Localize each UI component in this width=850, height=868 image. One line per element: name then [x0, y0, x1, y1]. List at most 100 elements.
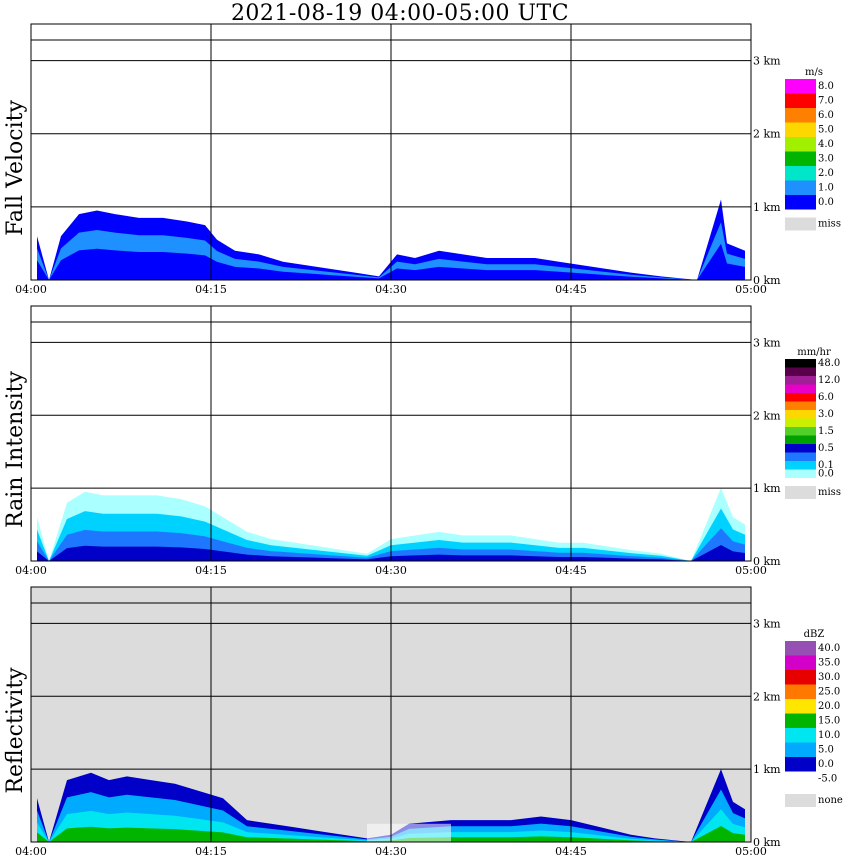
echo-cell	[355, 276, 379, 280]
color-key-label: 30.0	[818, 672, 840, 683]
echo-cell	[247, 837, 271, 842]
x-tick-label: 04:00	[15, 564, 47, 577]
color-key-unit: mm/hr	[797, 347, 831, 358]
color-key: dBZ 40.0 35.0 30.0 25.0 20.0 15.0 10.0 5.0 0.0 -5.…	[785, 629, 843, 807]
color-key-label: 4.0	[818, 139, 834, 150]
color-swatch	[785, 452, 816, 461]
panel-reflectivity: 04:00 04:15 04:30 04:45 05:000 km 1 km 2 km 3 k…	[3, 586, 843, 858]
y-axis-label: Fall Velocity	[3, 100, 28, 236]
height-tick-label: 1 km	[753, 482, 781, 495]
color-key-unit: m/s	[805, 67, 823, 78]
color-swatch	[785, 108, 816, 123]
echo-cell	[571, 837, 601, 842]
missing-swatch	[785, 217, 816, 231]
echo-cell	[511, 836, 541, 842]
color-swatch	[785, 151, 816, 166]
echo-cell	[187, 253, 205, 280]
echo-cell	[721, 825, 733, 842]
missing-label: none	[818, 795, 843, 806]
height-tick-label: 1 km	[753, 763, 781, 776]
x-tick-label: 04:15	[195, 845, 227, 858]
color-key-label: 48.0	[818, 358, 840, 369]
echo-cell	[247, 554, 271, 561]
x-tick-label: 04:15	[195, 564, 227, 577]
echo-cell	[295, 838, 319, 842]
color-key-label: 6.0	[818, 392, 834, 403]
height-tick-label: 2 km	[753, 690, 781, 703]
color-key-label: 12.0	[818, 375, 840, 386]
color-swatch	[785, 757, 816, 772]
height-tick-label: 3 km	[753, 617, 781, 630]
echo-cell	[511, 555, 535, 561]
echo-cell	[295, 556, 319, 561]
plot-frame	[30, 586, 752, 843]
x-tick-label: 04:30	[375, 845, 407, 858]
echo-cell	[127, 827, 151, 842]
color-swatch	[785, 670, 816, 685]
color-key-label: 3.0	[818, 154, 834, 165]
y-axis-label: Rain Intensity	[3, 370, 28, 527]
color-swatch	[785, 376, 816, 385]
echo-cell	[151, 828, 175, 842]
echo-cell	[511, 270, 535, 280]
echo-cell	[691, 544, 721, 561]
color-swatch	[785, 684, 816, 699]
x-tick-label: 05:00	[735, 283, 767, 296]
color-swatch	[785, 122, 816, 137]
echo-cell	[535, 270, 559, 280]
echo-cell	[631, 276, 661, 280]
color-key-label: 10.0	[818, 730, 840, 741]
echo-cell	[37, 551, 49, 561]
height-tick-label: 0 km	[753, 836, 781, 849]
echo-cell	[583, 556, 607, 561]
echo-cell	[487, 270, 511, 280]
height-tick-label: 0 km	[753, 274, 781, 287]
echo-cell	[481, 837, 511, 842]
echo-cell	[49, 260, 61, 280]
missing-label: miss	[818, 487, 841, 498]
color-key-label: 40.0	[818, 643, 840, 654]
x-tick-label: 04:30	[375, 283, 407, 296]
x-tick-label: 04:00	[15, 283, 47, 296]
color-swatch	[785, 641, 816, 656]
echo-cell	[223, 832, 247, 842]
echo-cell	[733, 551, 745, 561]
echo-cell	[727, 263, 745, 280]
color-key-label: 7.0	[818, 96, 834, 107]
echo-cell	[691, 825, 721, 842]
color-key-label: 20.0	[818, 701, 840, 712]
echo-cell	[721, 243, 727, 280]
echo-cell	[397, 268, 415, 280]
color-key-label: 3.0	[818, 409, 834, 420]
color-key-label: 8.0	[818, 81, 834, 92]
color-key-label: 5.0	[818, 745, 834, 756]
height-tick-label: 3 km	[753, 55, 781, 68]
echo-cell	[307, 273, 331, 280]
panel-fall-velocity: 04:00 04:15 04:30 04:45 05:000 km 1 km 2 km 3 k…	[3, 23, 841, 296]
weak-echo-gap	[367, 823, 451, 842]
color-key-label: -5.0	[818, 774, 837, 785]
color-swatch	[785, 771, 816, 786]
chart-title: 2021-08-19 04:00-05:00 UTC	[230, 1, 570, 26]
echo-cell	[601, 838, 631, 842]
color-swatch	[785, 427, 816, 436]
echo-cell	[319, 839, 343, 842]
echo-cell	[217, 261, 235, 280]
color-swatch	[785, 418, 816, 427]
x-tick-label: 04:45	[555, 564, 587, 577]
color-key-label: 2.0	[818, 168, 834, 179]
color-swatch	[785, 401, 816, 410]
echo-cell	[181, 547, 205, 561]
y-axis-label: Reflectivity	[3, 667, 28, 794]
echo-cell	[49, 548, 67, 561]
color-key-label: 5.0	[818, 125, 834, 136]
color-swatch	[785, 444, 816, 453]
plot-frame	[30, 23, 752, 281]
color-key-label: 0.1	[818, 460, 834, 471]
echo-cell	[127, 546, 157, 561]
height-tick-label: 1 km	[753, 201, 781, 214]
echo-cell	[535, 556, 559, 561]
missing-swatch	[785, 794, 816, 807]
color-key-label: 6.0	[818, 110, 834, 121]
